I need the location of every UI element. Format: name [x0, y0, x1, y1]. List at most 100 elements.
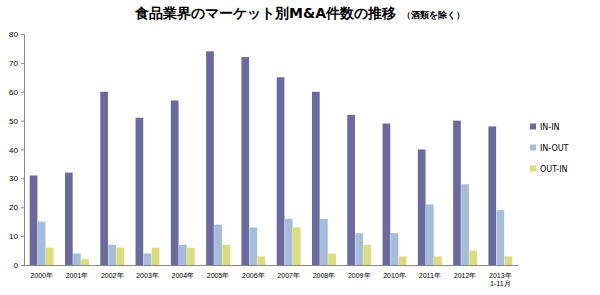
tick-label: 2007年 [277, 272, 300, 279]
bar [355, 233, 363, 265]
bar [206, 51, 214, 265]
bar [461, 184, 469, 265]
tick: 2006年 [242, 265, 265, 279]
bar [152, 248, 160, 265]
tick: 2004年 [171, 265, 194, 279]
bar [171, 100, 179, 265]
tick-label: 60 [9, 88, 18, 97]
tick: 2008年 [313, 265, 336, 279]
tick-label: 80 [9, 30, 18, 39]
legend-swatch [530, 124, 536, 130]
series [38, 184, 504, 265]
tick-mark [21, 150, 24, 151]
tick-mark [21, 265, 24, 266]
legend-swatch [530, 166, 536, 172]
tick-label: 2009年 [348, 272, 371, 279]
bar [320, 219, 328, 265]
bar [399, 256, 407, 265]
tick-label: 2011年 [419, 272, 441, 279]
title-group: 食品業界のマーケット別M&A件数の推移 （酒類を除く） [134, 5, 465, 21]
bar [363, 245, 371, 265]
tick: 60 [9, 88, 24, 97]
tick-label: 0 [14, 261, 19, 270]
x-axis-line [25, 265, 519, 266]
tick: 2011年 [419, 265, 441, 279]
bar [73, 253, 81, 265]
tick-label: 2001年 [66, 272, 89, 279]
tick-label-line: 1-11月 [490, 280, 511, 287]
tick: 10 [9, 232, 24, 241]
bar [426, 204, 434, 265]
tick-label: 30 [9, 174, 18, 183]
tick: 40 [9, 146, 24, 155]
subtitle: （酒類を除く） [402, 10, 465, 20]
tick: 2003年 [136, 265, 159, 279]
tick-label-line: 2006年 [242, 272, 265, 279]
bar [328, 253, 336, 265]
tick-mark [21, 121, 24, 122]
bar [497, 210, 505, 265]
bar [469, 251, 477, 265]
bar [391, 233, 399, 265]
bar [30, 175, 38, 265]
bar [505, 256, 513, 265]
tick-mark [21, 178, 24, 179]
tick-label: 70 [9, 59, 18, 68]
bar [81, 259, 89, 265]
tick-label-line: 2004年 [171, 272, 194, 279]
tick-label-line: 2011年 [419, 272, 441, 279]
tick-label-line: 2002年 [101, 272, 124, 279]
tick-label: 2005年 [207, 272, 230, 279]
tick-label: 10 [9, 232, 18, 241]
bar [38, 222, 46, 265]
bar [187, 248, 195, 265]
tick: 2012年 [454, 265, 477, 279]
tick: 2007年 [277, 265, 300, 279]
bar [293, 227, 301, 265]
tick-label: 50 [9, 117, 18, 126]
tick: 80 [9, 30, 24, 39]
tick: 2001年 [66, 265, 89, 279]
tick-label-line: 2001年 [66, 272, 89, 279]
y-axis: 0 10 20 30 40 50 60 70 80 [9, 30, 24, 270]
series [30, 51, 496, 265]
tick: 2005年 [207, 265, 230, 279]
chart: 食品業界のマーケット別M&A件数の推移 （酒類を除く） 0 10 20 30 40 50 60 7… [0, 0, 600, 295]
bar [453, 121, 461, 265]
title: 食品業界のマーケット別M&A件数の推移 [134, 5, 396, 21]
bars [30, 51, 513, 265]
tick-mark [21, 34, 24, 35]
tick-label: 2003年 [136, 272, 159, 279]
legend-item: IN-IN [530, 123, 560, 132]
bar [312, 92, 320, 265]
tick-label: 2006年 [242, 272, 265, 279]
bar [136, 118, 144, 265]
tick: 20 [9, 203, 24, 212]
y-axis-line [21, 35, 25, 266]
bar [285, 219, 293, 265]
tick-label: 2010年 [383, 272, 406, 279]
bar [100, 92, 108, 265]
legend-label: IN-OUT [540, 144, 569, 153]
tick-label-line: 2012年 [454, 272, 477, 279]
bar [347, 115, 355, 265]
bar [179, 245, 187, 265]
tick-label-line: 2005年 [207, 272, 230, 279]
tick-mark [21, 92, 24, 93]
tick-label: 2008年 [313, 272, 336, 279]
tick-label: 2000年 [30, 272, 53, 279]
tick: 2000年 [30, 265, 53, 279]
tick-label: 40 [9, 146, 18, 155]
series [46, 227, 512, 265]
tick-label: 20 [9, 203, 18, 212]
x-axis: 2000年 2001年 2002年 2003年 2004年 2005年 2006年 2007年… [25, 265, 519, 287]
plot: 010203040506070802000年2001年2002年2003年200… [9, 30, 518, 287]
bar [108, 245, 116, 265]
legend-label: IN-IN [540, 123, 560, 132]
tick-mark [21, 236, 24, 237]
tick-mark [21, 207, 24, 208]
tick-label: 2004年 [171, 272, 194, 279]
bar [116, 248, 124, 265]
tick-label-line: 2010年 [383, 272, 406, 279]
tick-label-line: 2003年 [136, 272, 159, 279]
